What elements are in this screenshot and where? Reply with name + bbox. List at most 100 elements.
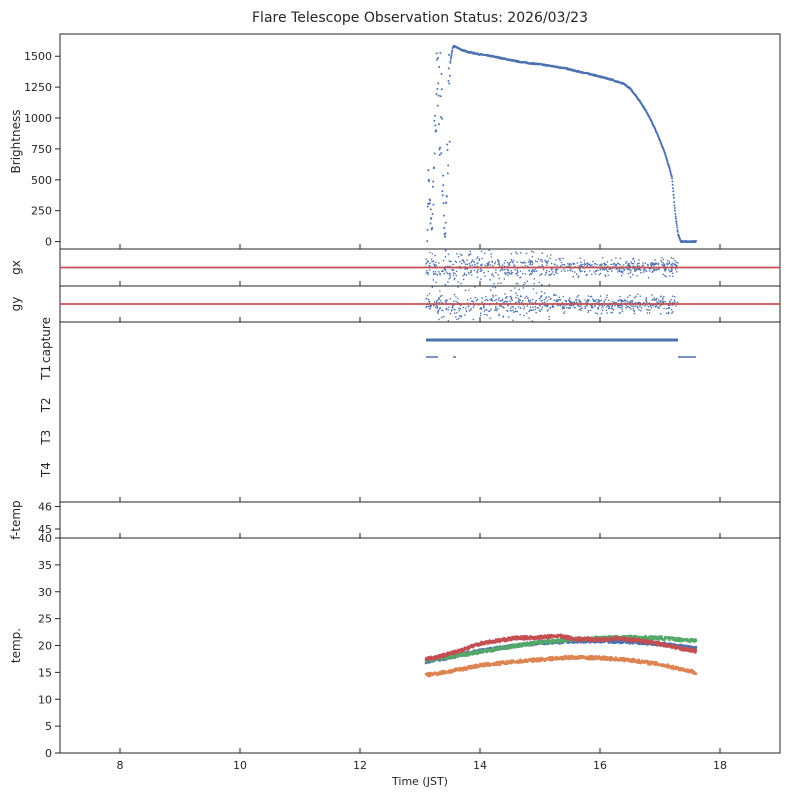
data-point	[462, 278, 465, 281]
data-point	[492, 264, 494, 267]
data-point	[433, 119, 436, 122]
data-point	[447, 281, 449, 283]
data-point	[671, 664, 675, 668]
data-point	[529, 309, 531, 312]
data-point	[446, 172, 449, 175]
data-point	[546, 300, 549, 302]
data-point	[434, 306, 437, 309]
data-point	[516, 261, 519, 263]
data-point	[445, 201, 448, 204]
data-point	[484, 299, 486, 302]
data-point	[486, 314, 488, 316]
data-point	[580, 261, 582, 263]
data-point	[537, 307, 540, 309]
data-point	[501, 298, 504, 300]
status-row-label: capture	[39, 317, 53, 363]
data-point	[451, 305, 454, 308]
data-point	[476, 271, 479, 274]
data-point	[485, 298, 488, 301]
data-point	[497, 299, 500, 301]
data-point	[632, 309, 635, 311]
data-point	[503, 301, 506, 303]
data-point	[600, 299, 602, 302]
data-point	[655, 262, 658, 264]
data-point	[596, 312, 599, 315]
data-point	[429, 199, 432, 202]
data-point	[608, 268, 611, 271]
data-point	[534, 305, 537, 308]
data-point	[435, 93, 438, 96]
data-point	[536, 307, 539, 309]
data-point	[518, 288, 521, 291]
data-point	[559, 259, 561, 262]
data-point	[515, 282, 518, 285]
data-point	[655, 263, 657, 266]
data-point	[666, 159, 669, 162]
data-point	[531, 255, 534, 258]
data-point	[497, 307, 499, 310]
data-point	[664, 274, 666, 277]
data-point	[541, 264, 543, 266]
y-tick-label: 0	[45, 236, 52, 249]
data-point	[529, 261, 532, 263]
data-point	[516, 294, 519, 297]
data-point	[532, 306, 534, 309]
data-point	[438, 318, 440, 321]
data-point	[670, 298, 673, 301]
data-point	[671, 187, 674, 190]
data-point	[556, 300, 559, 303]
data-point	[470, 261, 473, 264]
data-point	[610, 263, 612, 266]
data-point	[562, 257, 565, 260]
data-point	[647, 309, 649, 311]
data-point	[627, 272, 630, 275]
data-point	[647, 264, 649, 267]
data-point	[634, 305, 637, 307]
data-point	[433, 166, 436, 169]
data-point	[512, 319, 514, 322]
data-point	[648, 270, 651, 272]
data-point	[441, 194, 444, 197]
data-point	[480, 269, 483, 272]
data-point	[666, 663, 669, 666]
data-point	[586, 273, 588, 276]
chart-title: Flare Telescope Observation Status: 2026…	[252, 10, 588, 26]
data-point	[439, 51, 442, 54]
data-point	[652, 268, 655, 271]
data-point	[565, 306, 568, 309]
data-point	[604, 298, 607, 301]
data-point	[512, 309, 514, 312]
data-point	[444, 283, 447, 286]
data-point	[540, 308, 543, 311]
data-point	[566, 269, 569, 272]
data-point	[471, 260, 473, 262]
data-point	[650, 304, 652, 307]
data-point	[539, 259, 542, 261]
data-point	[632, 307, 635, 310]
y-tick-label: 25	[38, 613, 52, 626]
y-tick-label: 5	[45, 720, 52, 733]
data-point	[453, 309, 456, 311]
data-point	[510, 297, 513, 299]
data-point	[658, 307, 660, 310]
data-point	[662, 258, 665, 261]
data-point	[559, 299, 562, 301]
data-point	[590, 295, 593, 298]
data-point	[601, 309, 604, 312]
data-point	[509, 309, 512, 312]
data-point	[518, 299, 520, 302]
data-point	[607, 274, 610, 277]
data-point	[556, 272, 558, 275]
data-point	[547, 260, 550, 262]
data-point	[595, 269, 598, 272]
data-point	[601, 256, 604, 259]
data-point	[668, 311, 670, 313]
data-point	[517, 283, 519, 285]
data-point	[629, 306, 631, 309]
data-point	[619, 257, 622, 260]
data-point	[501, 264, 504, 266]
data-point	[563, 307, 566, 310]
data-point	[456, 297, 459, 300]
data-point	[657, 262, 660, 265]
data-point	[439, 295, 442, 298]
